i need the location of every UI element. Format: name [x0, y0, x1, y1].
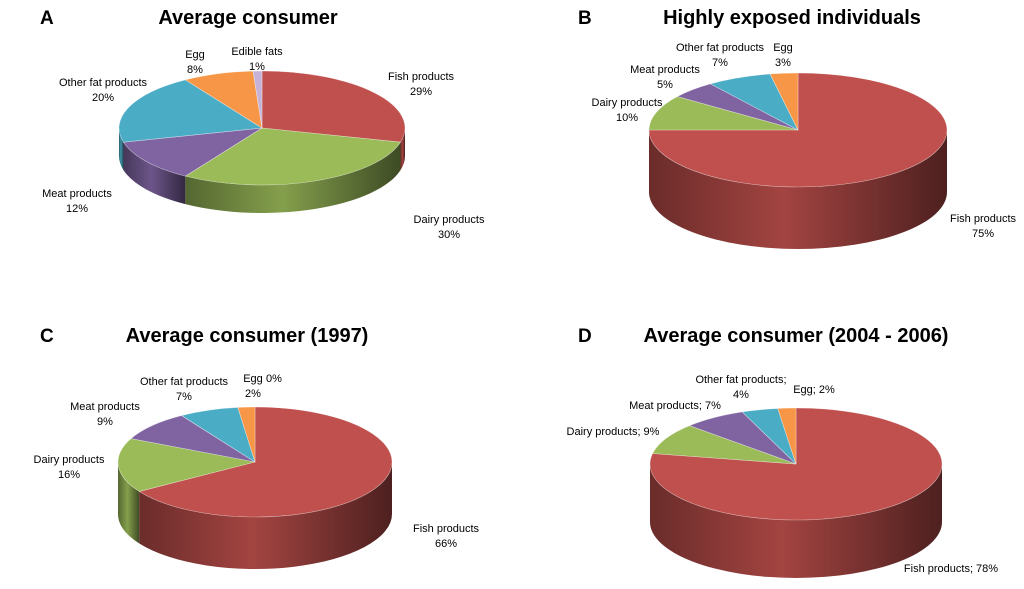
value-a-edible-fats: 1%: [249, 61, 265, 73]
value-b-fish-products: 75%: [972, 228, 994, 240]
value-b-dairy-products: 10%: [616, 112, 638, 124]
pie-c-slice-egg: [237, 406, 256, 463]
label-a-edible-fats: Edible fats: [231, 46, 283, 58]
value-b-meat-products: 5%: [657, 79, 673, 91]
pie-a-slice-other-fat: [118, 79, 263, 143]
value-a-meat-products: 12%: [66, 203, 88, 215]
panel-b-title: Highly exposed individuals: [663, 7, 921, 29]
value-a-other-fat-products: 20%: [92, 92, 114, 104]
pie-b-side-fish: [649, 130, 947, 249]
label-a-dairy-products: Dairy products: [414, 214, 485, 226]
label-a-fish-products: Fish products: [388, 71, 455, 83]
panel-a-title: Average consumer: [158, 7, 338, 29]
pie-c-side-dairy: [118, 462, 140, 544]
panel-b-letter: B: [578, 8, 592, 29]
value-c-meat-products: 9%: [97, 416, 113, 428]
label-a-other-fat-products: Other fat products: [59, 77, 148, 89]
pie-a-slice-dairy: [184, 127, 402, 186]
value-c-egg: 2%: [245, 388, 261, 400]
pie-d-slice-dairy: [652, 425, 797, 465]
value-c-dairy-products: 16%: [58, 469, 80, 481]
label-a-meat-products: Meat products: [42, 188, 112, 200]
panel-d-pie: [649, 407, 943, 578]
label-d-meat-products: Meat products; 7%: [629, 400, 721, 412]
pie-c-slice-fish: [138, 406, 393, 518]
value-c-other-fat-products: 7%: [176, 391, 192, 403]
value-a-dairy-products: 30%: [438, 229, 460, 241]
value-d-other-fat-products: 4%: [733, 389, 749, 401]
pie-c-side-fish: [139, 462, 392, 569]
panel-d-title: Average consumer (2004 - 2006): [644, 325, 949, 347]
value-b-egg: 3%: [775, 57, 791, 69]
panel-a-letter: A: [40, 8, 54, 29]
panel-b-pie: [648, 72, 948, 249]
panel-d-labels: Fish products; 78% Dairy products; 9% Me…: [567, 374, 999, 575]
label-b-egg: Egg: [773, 42, 793, 54]
pie-a-side-dairy: [185, 142, 401, 213]
panel-b-labels: Fish products 75% Dairy products 10% Mea…: [592, 42, 1017, 240]
label-b-other-fat-products: Other fat products: [676, 42, 765, 54]
pie-c-slice-dairy: [117, 438, 256, 492]
label-d-dairy-products: Dairy products; 9%: [567, 426, 660, 438]
pie-d-slice-egg: [777, 407, 797, 465]
value-a-fish-products: 29%: [410, 86, 432, 98]
panel-a: A Average consumer Fish products 29% Dai…: [40, 7, 485, 241]
label-d-fish-products: Fish products; 78%: [904, 563, 998, 575]
panel-a-pie: [118, 70, 406, 213]
value-b-other-fat-products: 7%: [712, 57, 728, 69]
panel-c-pie: [117, 406, 393, 569]
label-c-other-fat-products: Other fat products: [140, 376, 229, 388]
panel-c-letter: C: [40, 326, 54, 347]
label-c-meat-products: Meat products: [70, 401, 140, 413]
label-c-fish-products: Fish products: [413, 523, 480, 535]
pie-b-slice-egg: [769, 72, 799, 131]
pie-a-slice-fish: [261, 70, 406, 143]
panel-c-labels: Fish products 66% Dairy products 16% Mea…: [34, 373, 480, 550]
value-c-fish-products: 66%: [435, 538, 457, 550]
pie-a-side-fish: [400, 128, 405, 171]
label-d-other-fat-products: Other fat products;: [695, 374, 786, 386]
pie-b-slice-fish: [648, 72, 948, 188]
value-a-egg: 8%: [187, 64, 203, 76]
panel-d: D Average consumer (2004 - 2006) Fish pr…: [567, 325, 999, 578]
label-b-dairy-products: Dairy products: [592, 97, 663, 109]
pie-b-slice-dairy: [648, 96, 799, 131]
pie-a-slice-edible-fats: [252, 70, 263, 129]
label-c-egg: Egg: [243, 373, 263, 385]
pie-a-side-other-fat: [119, 128, 124, 171]
label-d-egg: Egg; 2%: [793, 384, 835, 396]
pie-a-slice-meat: [122, 127, 263, 177]
label-b-fish-products: Fish products: [950, 213, 1017, 225]
panel-c-title: Average consumer (1997): [126, 325, 369, 347]
label-c-dairy-products: Dairy products: [34, 454, 105, 466]
label-a-egg: Egg: [185, 49, 205, 61]
label-b-meat-products: Meat products: [630, 64, 700, 76]
panel-c: C Average consumer (1997) Fish products …: [34, 325, 480, 569]
panel-a-labels: Fish products 29% Dairy products 30% Mea…: [42, 46, 485, 241]
pie-d-side-fish: [650, 464, 942, 578]
panel-b: B Highly exposed individuals Fish produc…: [578, 7, 1017, 249]
value-c-edible-fats: 0%: [266, 373, 282, 385]
panel-d-letter: D: [578, 326, 592, 347]
